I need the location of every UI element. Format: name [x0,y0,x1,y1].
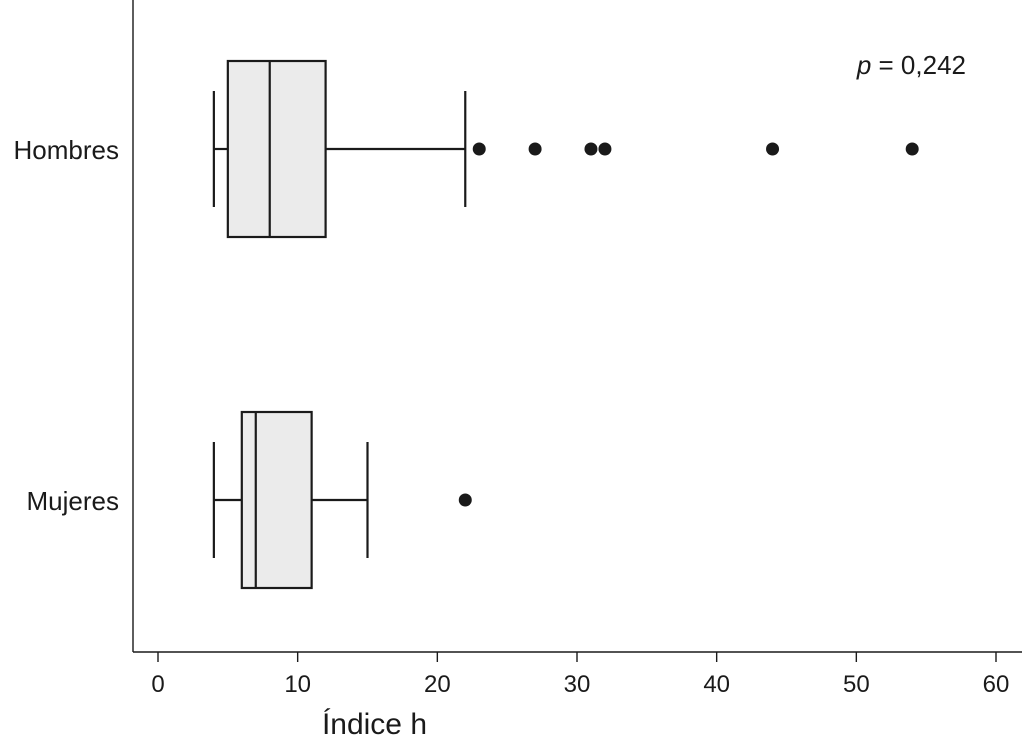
x-tick-label-0: 0 [151,671,164,698]
outlier-point-mujeres-22 [458,493,472,507]
x-tick-label-50: 50 [843,671,870,698]
outlier-point-hombres-54 [905,142,919,156]
x-axis-title: Índice h [322,708,427,741]
iqr-box-mujeres [240,410,313,590]
category-label-mujeres: Mujeres [27,486,119,516]
category-label-hombres: Hombres [14,135,119,165]
boxes [212,59,919,590]
x-tick-label-40: 40 [703,671,730,698]
x-tick-label-20: 20 [424,671,451,698]
category-labels: Hombres Mujeres [14,135,119,516]
x-tick-label-10: 10 [284,671,311,698]
iqr-box-hombres [226,59,327,239]
p-value-text: = 0,242 [871,50,966,80]
x-tick-label-60: 60 [983,671,1010,698]
outlier-point-hombres-31 [584,142,598,156]
p-symbol: p [856,50,871,80]
p-value-annotation: p = 0,242 [856,50,966,80]
box-hombres [212,59,919,239]
outlier-point-hombres-23 [472,142,486,156]
outlier-point-hombres-44 [766,142,780,156]
outlier-point-hombres-27 [528,142,542,156]
x-ticks: 0 10 20 30 40 50 60 [151,652,1009,698]
outlier-point-hombres-32 [598,142,612,156]
x-tick-label-30: 30 [564,671,591,698]
box-mujeres [212,410,472,590]
